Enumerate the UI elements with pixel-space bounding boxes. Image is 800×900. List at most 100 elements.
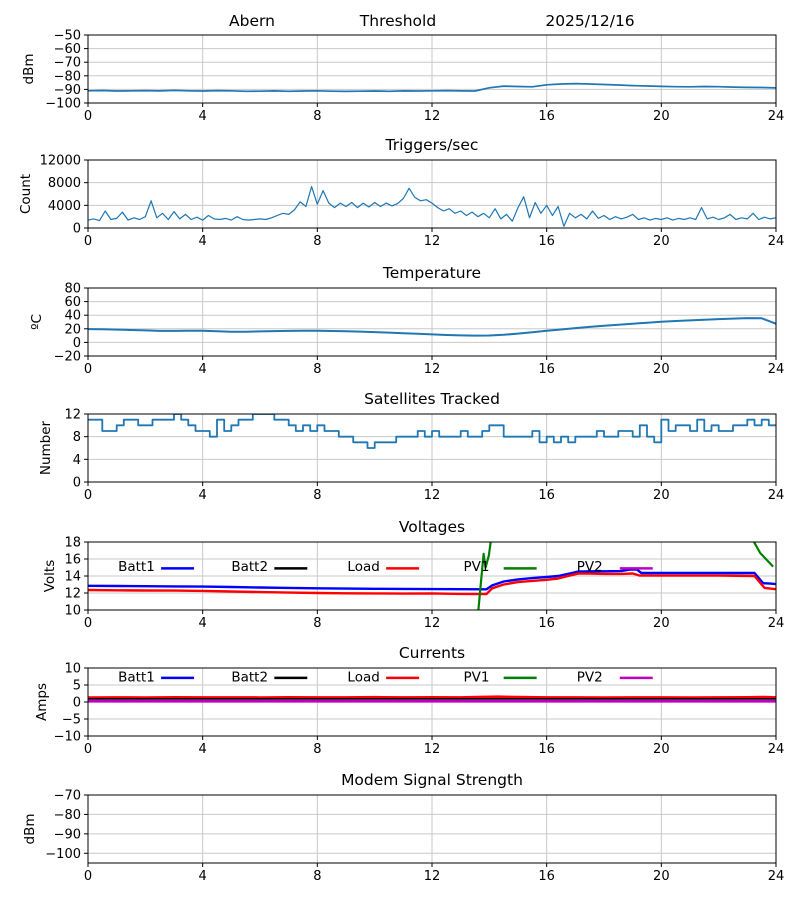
x-tick-label: 12 bbox=[424, 869, 441, 884]
x-tick-label: 0 bbox=[84, 616, 92, 631]
y-tick-label: 5 bbox=[73, 679, 81, 694]
x-tick-label: 12 bbox=[424, 616, 441, 631]
y-tick-label: 4 bbox=[73, 453, 81, 468]
x-tick-label: 4 bbox=[199, 742, 207, 757]
y-tick-label: −80 bbox=[54, 69, 81, 84]
y-tick-label: 20 bbox=[64, 322, 81, 337]
x-tick-label: 8 bbox=[313, 109, 321, 124]
y-tick-label: 12 bbox=[64, 408, 81, 423]
x-tick-label: 16 bbox=[538, 234, 555, 249]
x-tick-label: 4 bbox=[199, 869, 207, 884]
panel-6: 0 4 8 12 16 20 24 −70 −80 −90 −100 bbox=[45, 789, 784, 885]
x-tick-label: 12 bbox=[424, 109, 441, 124]
legend-label-pv1: PV1 bbox=[464, 670, 490, 686]
x-tick-label: 8 bbox=[313, 234, 321, 249]
x-tick-label: 24 bbox=[768, 742, 785, 757]
x-tick-label: 12 bbox=[424, 234, 441, 249]
panel-title-temperature: Temperature bbox=[382, 264, 482, 282]
y-tick-label: 0 bbox=[73, 336, 81, 351]
x-tick-label: 12 bbox=[424, 362, 441, 377]
x-tick-label: 0 bbox=[84, 488, 92, 503]
panel-title-voltages: Voltages bbox=[398, 518, 466, 536]
y-tick-label: −80 bbox=[54, 808, 81, 823]
y-tick-label: −60 bbox=[54, 42, 81, 57]
x-tick-label: 16 bbox=[538, 616, 555, 631]
x-tick-label: 20 bbox=[653, 234, 670, 249]
series-batt1-volts bbox=[88, 568, 776, 591]
x-tick-label: 20 bbox=[653, 616, 670, 631]
y-tick-label: 14 bbox=[64, 570, 81, 585]
plot-mode-label: Threshold bbox=[359, 12, 437, 30]
panel-title-satellites: Satellites Tracked bbox=[364, 390, 500, 408]
x-tick-label: 8 bbox=[313, 362, 321, 377]
y-tick-label: 0 bbox=[73, 476, 81, 491]
x-tick-label: 24 bbox=[768, 234, 785, 249]
x-tick-label: 16 bbox=[538, 869, 555, 884]
y-tick-label: 16 bbox=[64, 553, 81, 568]
panel-title-triggers: Triggers/sec bbox=[385, 136, 479, 154]
series-temperature bbox=[88, 317, 776, 337]
x-tick-label: 4 bbox=[199, 616, 207, 631]
series-pv1-volts bbox=[752, 542, 774, 568]
y-tick-label: −100 bbox=[45, 847, 81, 862]
x-tick-label: 8 bbox=[313, 616, 321, 631]
y-tick-label: −50 bbox=[54, 29, 81, 44]
station-name: Abern bbox=[229, 12, 275, 30]
legend-label-pv2: PV2 bbox=[577, 670, 603, 686]
panel-title-modem: Modem Signal Strength bbox=[341, 771, 523, 789]
x-tick-label: 0 bbox=[84, 869, 92, 884]
x-tick-label: 0 bbox=[84, 234, 92, 249]
legend-label-pv2: PV2 bbox=[577, 559, 603, 575]
x-tick-label: 20 bbox=[653, 488, 670, 503]
y-tick-label: 8 bbox=[73, 430, 81, 445]
x-tick-label: 12 bbox=[424, 488, 441, 503]
series-satellites bbox=[88, 414, 776, 449]
x-tick-label: 8 bbox=[313, 742, 321, 757]
x-tick-label: 4 bbox=[199, 109, 207, 124]
x-tick-label: 24 bbox=[768, 488, 785, 503]
legend-label-batt1: Batt1 bbox=[118, 559, 155, 575]
y-tick-label: −70 bbox=[54, 56, 81, 71]
y-tick-label: 60 bbox=[64, 295, 81, 310]
legend-label-batt2: Batt2 bbox=[231, 559, 268, 575]
series-trigger-count bbox=[88, 186, 776, 227]
y-tick-label: −20 bbox=[54, 350, 81, 365]
y-tick-label: 10 bbox=[64, 662, 81, 677]
x-tick-label: 20 bbox=[653, 362, 670, 377]
x-tick-label: 0 bbox=[84, 362, 92, 377]
panel-title-currents: Currents bbox=[398, 644, 466, 662]
x-tick-label: 24 bbox=[768, 109, 785, 124]
x-tick-label: 16 bbox=[538, 742, 555, 757]
y-tick-label: 0 bbox=[73, 222, 81, 237]
legend-label-pv1: PV1 bbox=[464, 559, 490, 575]
panel-0: 0 4 8 12 16 20 24 −50−60−70−80−90−100 bbox=[45, 29, 784, 125]
panel-4: 0 4 8 12 16 20 24 10 12 14 16 18 Batt1 Batt2 Load PV1 PV… bbox=[64, 536, 784, 632]
y-tick-label: 10 bbox=[64, 604, 81, 619]
series-load-volts bbox=[88, 572, 776, 596]
x-tick-label: 24 bbox=[768, 869, 785, 884]
x-tick-label: 16 bbox=[538, 362, 555, 377]
y-tick-label: −100 bbox=[45, 97, 81, 112]
legend-label-batt1: Batt1 bbox=[118, 670, 155, 686]
plot-date: 2025/12/16 bbox=[545, 12, 635, 30]
series-pv1-volts bbox=[477, 542, 492, 610]
y-tick-label: 8000 bbox=[48, 176, 81, 191]
y-tick-label: −90 bbox=[54, 827, 81, 842]
x-tick-label: 16 bbox=[538, 488, 555, 503]
x-tick-label: 8 bbox=[313, 488, 321, 503]
series-load-amps bbox=[88, 695, 776, 700]
legend-label-batt2: Batt2 bbox=[231, 670, 268, 686]
x-tick-label: 0 bbox=[84, 109, 92, 124]
y-tick-label: −90 bbox=[54, 83, 81, 98]
y-tick-label: −70 bbox=[54, 789, 81, 804]
x-tick-label: 24 bbox=[768, 362, 785, 377]
series-signal-threshold bbox=[88, 82, 776, 93]
x-tick-label: 0 bbox=[84, 742, 92, 757]
y-tick-label: 80 bbox=[64, 282, 81, 297]
y-tick-label: 4000 bbox=[48, 199, 81, 214]
panel-3: 0 4 8 12 16 20 24 0 4 8 12 bbox=[64, 408, 784, 504]
